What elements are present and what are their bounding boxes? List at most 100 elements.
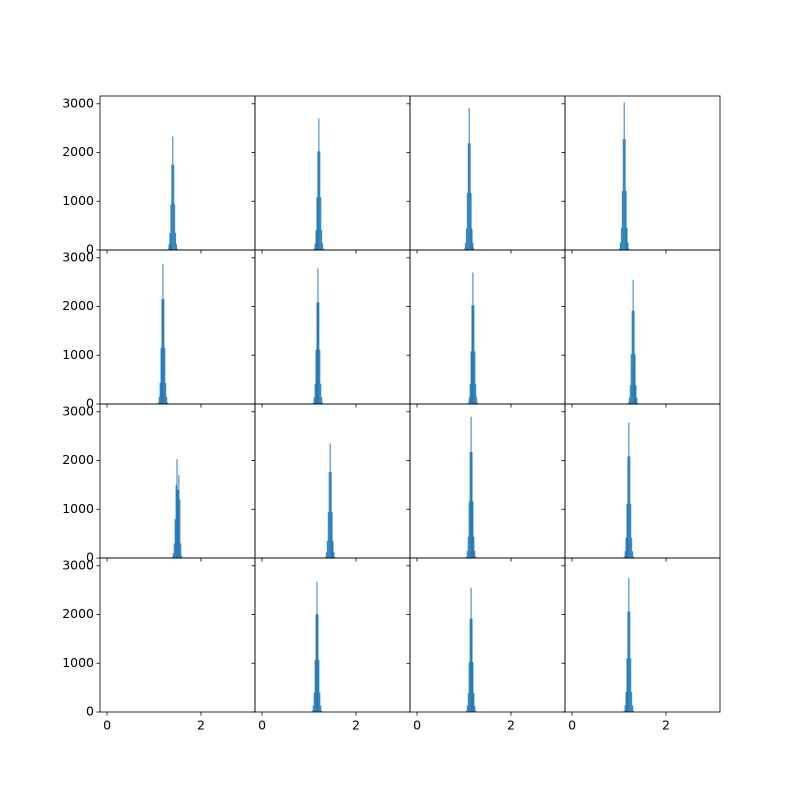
bar: [465, 228, 467, 250]
bar: [469, 143, 471, 250]
bar: [314, 659, 316, 712]
y-tick-label: 1000: [62, 501, 94, 516]
bar: [624, 139, 626, 250]
bar: [170, 204, 172, 250]
bar: [177, 248, 178, 250]
bar: [623, 710, 625, 712]
bar: [472, 242, 474, 250]
bar: [159, 382, 161, 404]
bar: [180, 543, 182, 558]
bar: [470, 351, 472, 404]
axes-frame: [254, 557, 411, 713]
bar: [629, 611, 631, 712]
bar: [333, 552, 335, 558]
bar: [314, 243, 316, 250]
bar: [626, 503, 628, 558]
bar: [470, 416, 472, 558]
axes-frame: [409, 403, 566, 559]
bar: [634, 354, 636, 404]
y-tick-label: 2000: [62, 144, 94, 159]
bar: [321, 230, 323, 250]
bar: [633, 310, 635, 404]
bar: [467, 402, 469, 404]
bar: [472, 272, 474, 404]
bar: [628, 577, 630, 712]
bar: [623, 556, 625, 558]
y-tick-label: 1000: [62, 347, 94, 362]
axes-frame: [254, 249, 411, 405]
axes-frame: [99, 95, 256, 251]
axes-frame: [254, 95, 411, 251]
y-tick-label: 0: [86, 704, 94, 719]
bar: [627, 611, 629, 712]
bar: [474, 550, 476, 558]
bar: [319, 349, 321, 404]
bar: [313, 692, 315, 712]
bar: [619, 248, 620, 250]
bar: [320, 705, 322, 712]
bar: [174, 204, 176, 250]
bar: [178, 475, 180, 558]
bar: [164, 348, 166, 404]
bar: [631, 691, 633, 712]
bar: [179, 499, 181, 558]
bar: [171, 557, 173, 558]
bar: [468, 662, 470, 712]
bar: [468, 397, 470, 404]
bar: [318, 302, 320, 404]
bar: [632, 705, 634, 712]
bar: [312, 705, 314, 712]
bar: [320, 383, 322, 404]
bar: [312, 402, 314, 404]
y-tick-label: 2000: [62, 298, 94, 313]
bar: [176, 459, 178, 558]
bar: [471, 452, 473, 558]
bar: [464, 242, 466, 250]
bar: [630, 503, 632, 558]
bar: [330, 472, 332, 558]
bar: [315, 230, 317, 250]
bar: [176, 244, 178, 250]
bar: [321, 397, 323, 404]
x-tick-label: 2: [197, 718, 205, 733]
bar: [628, 248, 630, 250]
bar: [315, 614, 317, 712]
bar: [328, 472, 330, 558]
bar: [469, 384, 471, 404]
axes-frame: [564, 403, 721, 559]
bar: [627, 456, 629, 558]
bar: [167, 248, 169, 250]
bar: [476, 397, 478, 404]
bar: [322, 243, 324, 250]
bar: [174, 519, 176, 558]
bar: [318, 659, 320, 712]
bar: [466, 705, 468, 712]
bar: [625, 691, 627, 712]
axes-frame: [99, 249, 256, 405]
bar: [630, 354, 632, 404]
bar: [629, 385, 631, 404]
bar: [631, 537, 633, 558]
y-tick-label: 0: [86, 396, 94, 411]
bar: [471, 305, 473, 404]
bar: [175, 484, 177, 558]
bar: [318, 118, 320, 250]
bar: [334, 556, 336, 558]
bar: [465, 556, 467, 558]
bar: [631, 310, 633, 404]
bar: [172, 553, 174, 558]
bar: [313, 397, 315, 404]
bar: [468, 501, 470, 558]
y-tick-label: 2000: [62, 606, 94, 621]
y-tick-label: 3000: [62, 249, 94, 264]
x-tick-label: 0: [103, 718, 111, 733]
bar: [636, 397, 638, 404]
bar: [628, 397, 630, 404]
bar: [467, 536, 469, 558]
bar: [623, 102, 625, 250]
y-tick-label: 1000: [62, 193, 94, 208]
x-tick-label: 0: [568, 718, 576, 733]
bar: [322, 402, 324, 404]
bar: [622, 139, 624, 250]
bar: [472, 662, 474, 712]
